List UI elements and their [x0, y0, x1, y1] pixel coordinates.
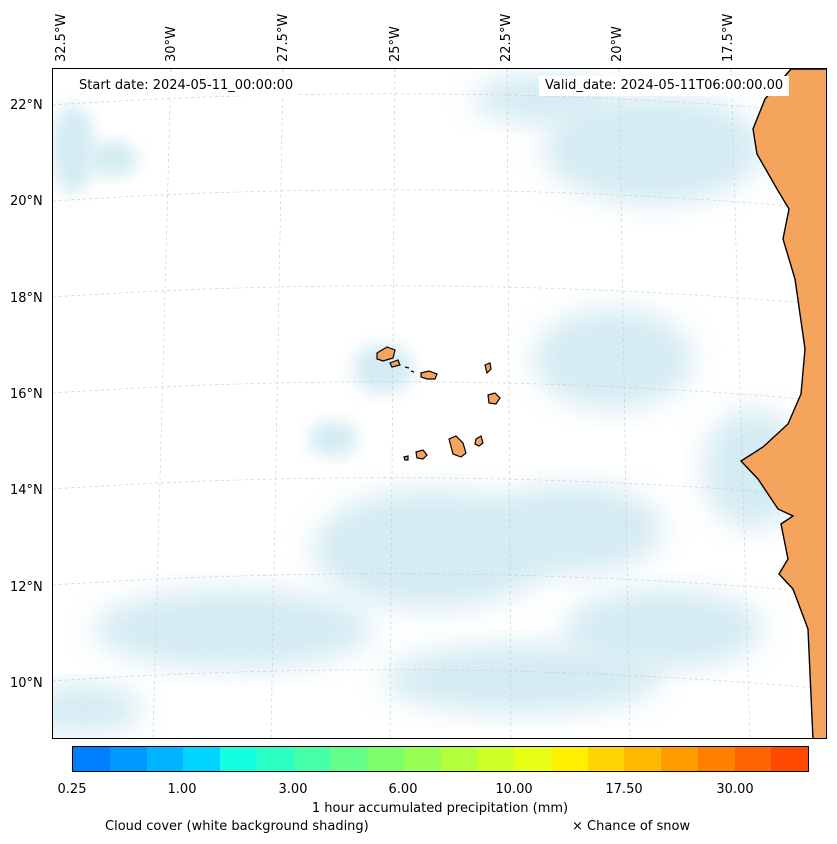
lat-label: 10°N	[10, 676, 43, 691]
weather-map	[53, 69, 826, 738]
lon-label: 30°W	[164, 26, 179, 62]
lon-label: 25°W	[388, 26, 403, 62]
colorbar-segment	[514, 747, 551, 771]
africa-coastline	[739, 69, 826, 738]
colorbar-segment	[146, 747, 184, 771]
lat-label: 18°N	[10, 291, 43, 306]
colorbar-segment	[771, 747, 808, 771]
colorbar-tick-label: 0.25	[57, 782, 87, 797]
colorbar-segment	[367, 747, 404, 771]
colorbar-segment	[73, 747, 110, 771]
lat-label: 20°N	[10, 194, 43, 209]
colorbar-tick-label: 17.50	[605, 782, 643, 797]
start-date-label: Start date: 2024-05-11_00:00:00	[73, 76, 300, 96]
colorbar-segment	[587, 747, 625, 771]
snow-chance-note: × Chance of snow	[572, 819, 691, 834]
colorbar-segment	[330, 747, 367, 771]
colorbar-segment	[183, 747, 220, 771]
colorbar-segment	[661, 747, 698, 771]
colorbar-segment	[220, 747, 257, 771]
colorbar-tick-label: 6.00	[388, 782, 418, 797]
valid-date-label: Valid_date: 2024-05-11T06:00:00.00	[539, 76, 790, 96]
cloud-cover-note: Cloud cover (white background shading)	[105, 819, 369, 834]
colorbar-segment	[550, 747, 588, 771]
lat-label: 22°N	[10, 98, 43, 113]
lon-label: 17.5°W	[721, 13, 736, 62]
lat-label: 12°N	[10, 580, 43, 595]
colorbar-segment	[440, 747, 478, 771]
colorbar-segment	[734, 747, 772, 771]
cloud-cover-shading	[53, 74, 803, 734]
map-panel[interactable]	[52, 68, 827, 739]
cape-verde-islands	[376, 346, 501, 461]
lon-label: 20°W	[610, 26, 625, 62]
lat-label: 16°N	[10, 387, 43, 402]
lon-label: 22.5°W	[499, 13, 514, 62]
colorbar-segment	[697, 747, 735, 771]
colorbar-tick-label: 30.00	[716, 782, 754, 797]
colorbar-segment	[477, 747, 514, 771]
lat-label: 14°N	[10, 483, 43, 498]
graticule	[53, 69, 826, 738]
lon-label: 32.5°W	[54, 13, 69, 62]
colorbar-segment	[403, 747, 441, 771]
colorbar-segment	[624, 747, 661, 771]
colorbar-segment	[109, 747, 147, 771]
lon-label: 27.5°W	[276, 13, 291, 62]
colorbar-segment	[256, 747, 294, 771]
colorbar-tick-label: 10.00	[495, 782, 533, 797]
colorbar-segment	[293, 747, 331, 771]
colorbar-tick-label: 1.00	[167, 782, 197, 797]
precipitation-colorbar	[72, 746, 809, 772]
colorbar-title: 1 hour accumulated precipitation (mm)	[311, 801, 569, 816]
colorbar-tick-label: 3.00	[278, 782, 308, 797]
